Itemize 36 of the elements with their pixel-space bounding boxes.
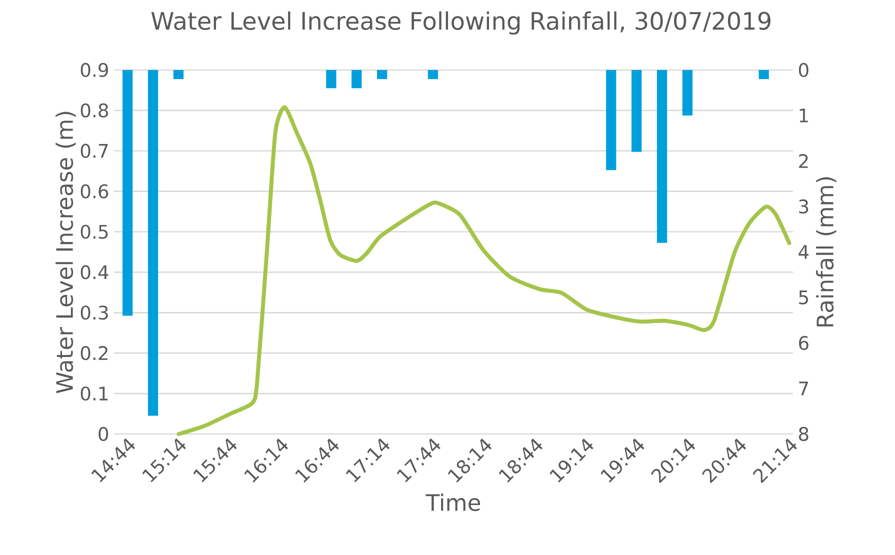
x-axis-title: Time [426,494,480,512]
y-tick-label: 0.1 [80,386,108,401]
y-tick-label: 0.2 [80,346,108,360]
y2-tick-label: 4 [798,245,809,259]
line-series [176,105,792,436]
y2-tick-label: 7 [799,382,808,396]
y-tick-label: 0.7 [80,144,108,158]
y-axis-title: Water Level Increase (m) [56,112,76,394]
y2-tick-label: 5 [799,290,808,304]
chart-title: Water Level Increase Following Rainfall, 30/07/2019 [151,11,770,35]
y2-tick-label: 1 [800,108,808,122]
y-tick-label: 0.8 [80,103,108,118]
y-tick-label: 0.9 [80,62,108,78]
bar [377,70,388,80]
y-tick-label: 0.6 [80,184,108,198]
y2-tick-label: 8 [798,426,808,442]
bar [148,70,158,416]
bar [428,70,438,80]
bar [606,70,616,170]
bar [632,70,642,152]
y-tick-label: 0.3 [80,306,108,320]
y2-axis-title: Rainfall (mm) [816,177,836,326]
y-tick-label: 0.4 [80,265,108,280]
bar [326,70,336,88]
bar [656,70,668,243]
y2-tick-label: 3 [799,199,808,214]
y-tick-label: 0 [98,426,108,442]
bar [352,70,362,88]
bar [173,70,184,80]
bar [682,70,693,116]
y2-tick-label: 6 [799,336,808,350]
bar [122,70,133,316]
y2-tick-label: 2 [799,154,808,168]
y-tick-label: 0.5 [80,224,108,239]
y2-tick-label: 0 [798,62,808,78]
bar [758,70,769,80]
